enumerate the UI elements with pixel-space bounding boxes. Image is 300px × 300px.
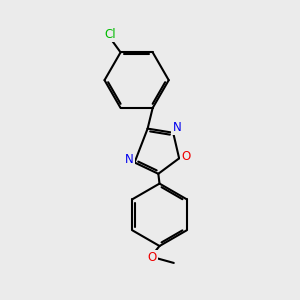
Text: N: N bbox=[172, 121, 181, 134]
Text: N: N bbox=[125, 153, 134, 166]
Text: O: O bbox=[181, 150, 190, 163]
Text: O: O bbox=[148, 251, 157, 264]
Text: Cl: Cl bbox=[104, 28, 116, 41]
